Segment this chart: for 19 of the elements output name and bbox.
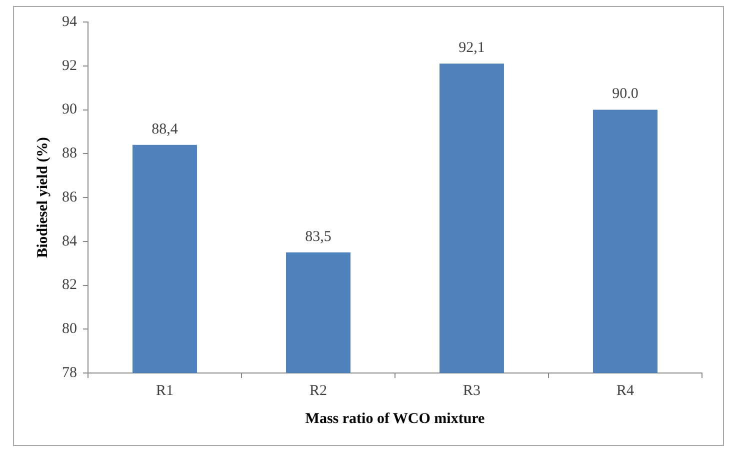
y-tick-label: 80 bbox=[62, 321, 77, 338]
x-tick-label: R4 bbox=[616, 382, 634, 399]
y-tick-label: 82 bbox=[62, 277, 77, 294]
y-tick-label: 94 bbox=[62, 14, 78, 30]
y-tick-label: 90 bbox=[62, 102, 77, 118]
data-label: 88,4 bbox=[152, 121, 178, 138]
y-tick-label: 78 bbox=[62, 364, 77, 381]
y-tick-label: 84 bbox=[62, 233, 78, 250]
y-tick-label: 88 bbox=[62, 146, 77, 162]
x-tick-label: R2 bbox=[309, 382, 328, 399]
x-tick-label: R1 bbox=[156, 382, 174, 399]
data-label: 83,5 bbox=[305, 228, 332, 245]
x-axis-title: Mass ratio of WCO mixture bbox=[305, 410, 486, 427]
y-tick-label: 86 bbox=[62, 189, 78, 206]
y-tick-label: 92 bbox=[62, 58, 77, 74]
data-label: 90.0 bbox=[612, 86, 638, 102]
data-label: 92,1 bbox=[458, 40, 485, 56]
y-axis-title: Biodiesel yield (%) bbox=[34, 137, 51, 258]
x-tick-label: R3 bbox=[462, 382, 481, 399]
